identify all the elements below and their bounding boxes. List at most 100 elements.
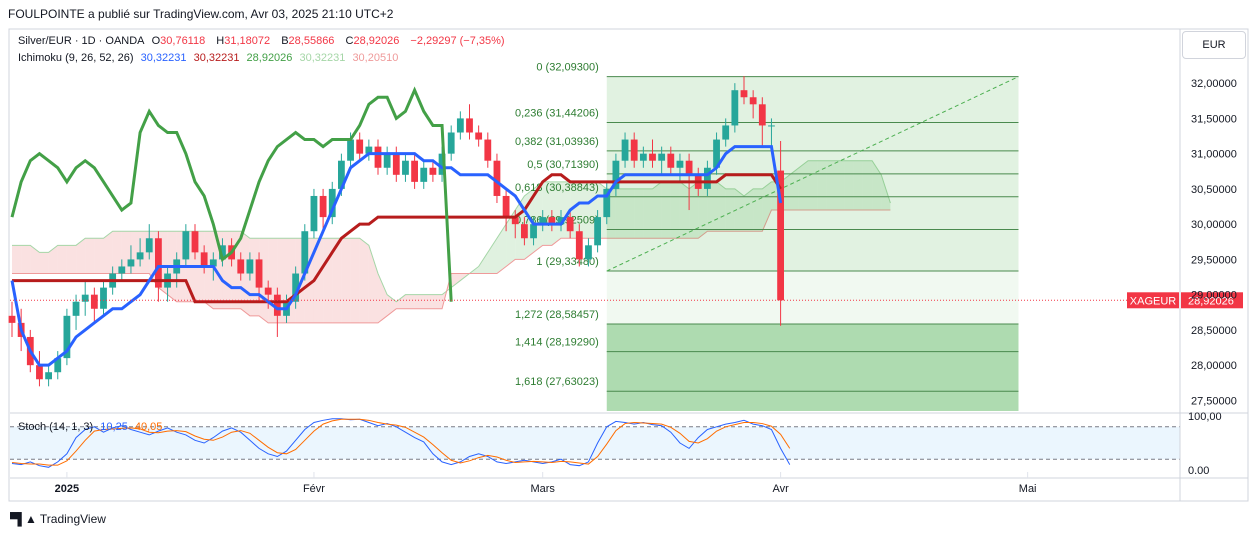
chikou-span-line xyxy=(10,86,453,302)
candle-body xyxy=(758,104,766,126)
ichimoku-cloud-segment xyxy=(808,160,818,211)
price-tick-label: 27,50000 xyxy=(1191,395,1237,407)
candle-body xyxy=(740,90,748,98)
ichimoku-cloud-segment xyxy=(753,188,763,232)
fib-trend-line xyxy=(606,76,1019,272)
candle-body xyxy=(676,160,684,168)
ichimoku-cloud-segment xyxy=(39,252,49,274)
tradingview-logo[interactable]: ▀▌▲ TradingView xyxy=(10,512,106,526)
candle-body xyxy=(411,160,418,182)
candle-body xyxy=(36,365,43,380)
ichimoku-cloud-segment xyxy=(451,273,461,288)
candle-body xyxy=(365,146,373,154)
candle-body xyxy=(768,125,775,127)
tv-logo-icon: ▀▌▲ xyxy=(10,512,37,526)
ichimoku-cloud-segment xyxy=(12,245,22,274)
ichimoku-cloud-segment xyxy=(789,167,799,211)
time-tick-label: 2025 xyxy=(55,483,79,495)
last-price-tag-bg xyxy=(1181,292,1243,309)
ichimoku-cloud-segment xyxy=(94,238,104,274)
ichimoku-cloud-segment xyxy=(643,188,653,239)
candle-body xyxy=(438,153,446,175)
ichimoku-cloud-segment xyxy=(835,160,845,211)
candle-body xyxy=(557,217,565,225)
fib-level-label: 0 (32,09300) xyxy=(536,62,598,74)
candle-body xyxy=(8,315,16,323)
candle-body xyxy=(649,153,656,161)
ichimoku-value: 30,20510 xyxy=(352,52,399,64)
ichimoku-value: 30,32231 xyxy=(193,52,240,64)
ichimoku-cloud-segment xyxy=(487,238,497,274)
candle-body xyxy=(63,315,71,359)
price-tick-label: 29,50000 xyxy=(1191,254,1237,266)
fib-level-label: 0,618 (30,38843) xyxy=(515,182,599,194)
fib-level-label: 0,236 (31,44206) xyxy=(515,107,599,119)
fib-level-label: 1,414 (28,19290) xyxy=(515,337,599,349)
fib-zone-lower xyxy=(606,323,1019,411)
ichimoku-cloud-segment xyxy=(853,160,863,211)
candle-body xyxy=(630,139,638,161)
price-legend: Silver/EUR · 1D · OANDA O30,76118 H31,18… xyxy=(18,35,509,47)
stoch-legend[interactable]: Stoch (14, 1, 3) 10,25 40,05 xyxy=(18,421,166,433)
ichimoku-cloud-segment xyxy=(378,273,388,323)
fib-zone-middle xyxy=(606,271,1019,324)
candle-body xyxy=(219,245,226,260)
last-price-label: 28,92026 xyxy=(1188,295,1234,307)
candle-body xyxy=(429,167,437,175)
ichimoku-cloud-segment xyxy=(496,224,507,274)
ichimoku-cloud-segment xyxy=(725,188,735,232)
ichimoku-cloud-segment xyxy=(762,181,772,232)
candle-body xyxy=(392,153,400,175)
ichimoku-value: 30,32231 xyxy=(299,52,346,64)
stochastic-plot[interactable] xyxy=(10,412,1248,468)
candle-body xyxy=(704,167,711,189)
currency-selector[interactable]: EUR xyxy=(1182,31,1246,59)
ichimoku-cloud-segment xyxy=(826,160,836,211)
ichimoku-cloud-segment xyxy=(551,181,561,246)
published-header: FOULPOINTE a publié sur TradingView.com,… xyxy=(8,7,394,21)
candle-body xyxy=(182,231,190,260)
fib-level-label: 1,618 (27,63023) xyxy=(515,376,599,388)
ichimoku-legend[interactable]: Ichimoku (9, 26, 52, 26) 30,32231 30,322… xyxy=(18,52,402,64)
candle-body xyxy=(603,188,611,218)
candle-body xyxy=(530,224,537,239)
stoch-label: Stoch (14, 1, 3) xyxy=(18,421,94,433)
ichimoku-cloud-segment xyxy=(405,294,415,309)
candle-body xyxy=(237,259,245,274)
axes: 32,00000 31,50000 31,00000 30,50000 30,00000… xyxy=(10,29,1248,501)
candle-body xyxy=(777,170,784,301)
candle-body xyxy=(548,217,556,225)
ichimoku-cloud-segment xyxy=(817,160,827,211)
ichimoku-cloud-segment xyxy=(85,238,95,274)
candle-body xyxy=(402,160,409,175)
ichimoku-cloud-segment xyxy=(57,245,67,274)
ichimoku-cloud-segment xyxy=(744,188,754,232)
price-tick-label: 31,50000 xyxy=(1191,113,1237,125)
candle-body xyxy=(575,231,583,260)
candle-body xyxy=(246,259,254,274)
candle-body xyxy=(90,294,98,309)
ichimoku-cloud-segment xyxy=(368,245,378,323)
price-tick-label: 31,00000 xyxy=(1191,149,1237,161)
candle-body xyxy=(310,195,318,232)
stoch-d-value: 40,05 xyxy=(134,421,163,433)
stoch-tick-label: 0.00 xyxy=(1188,465,1209,477)
open-value: O30,76118 xyxy=(151,35,206,47)
candle-body xyxy=(273,294,281,316)
ichimoku-cloud-segment xyxy=(332,238,342,323)
candle-body xyxy=(145,238,153,253)
candle-body xyxy=(127,259,135,267)
candle-body xyxy=(301,231,309,274)
candle-body xyxy=(722,125,730,140)
candle-body xyxy=(639,153,647,161)
ichimoku-cloud-segment xyxy=(689,181,699,239)
low-value: B28,55866 xyxy=(281,35,335,47)
price-tick-label: 32,00000 xyxy=(1191,78,1237,90)
candle-body xyxy=(347,139,354,161)
candle-body xyxy=(383,153,391,168)
fib-level-label: 0,5 (30,71390) xyxy=(527,159,599,171)
price-plot[interactable]: 0 (32,09300) 0,236 (31,44206) 0,382 (31,03… xyxy=(8,62,1243,411)
candle-body xyxy=(100,287,107,309)
candle-body xyxy=(338,160,345,189)
candle-body xyxy=(667,153,675,168)
